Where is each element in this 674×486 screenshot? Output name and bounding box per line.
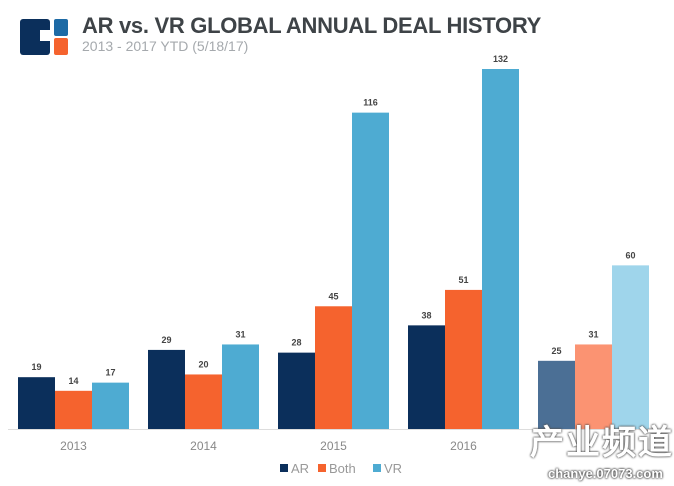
data-label: 25 <box>551 346 561 356</box>
bar-ar-2013 <box>18 377 55 429</box>
bar-both-2014 <box>185 374 222 429</box>
watermark-url: chanye.07073.com <box>548 466 663 481</box>
x-tick-label: 2013 <box>60 439 87 453</box>
chart-subtitle: 2013 - 2017 YTD (5/18/17) <box>82 38 249 54</box>
data-label: 31 <box>588 329 598 339</box>
x-tick-label: 2014 <box>190 439 217 453</box>
bar-both-2015 <box>315 306 352 429</box>
legend-swatch-vr <box>373 464 381 472</box>
watermark: 产业频道 <box>530 424 674 462</box>
data-label: 38 <box>421 310 431 320</box>
data-label: 116 <box>363 98 378 108</box>
legend-label-vr: VR <box>384 461 402 476</box>
data-label: 51 <box>458 275 468 285</box>
bar-vr-2013 <box>92 382 129 429</box>
bar-both-2016 <box>445 289 482 429</box>
bar-ar-last <box>538 360 575 429</box>
data-label: 14 <box>68 376 78 386</box>
chart-title: AR vs. VR GLOBAL ANNUAL DEAL HISTORY <box>82 13 541 38</box>
legend-swatch-ar <box>280 464 288 472</box>
legend-swatch-both <box>318 464 326 472</box>
bar-vr-last <box>612 265 649 429</box>
bar-vr-2014 <box>222 344 259 429</box>
legend-label-ar: AR <box>291 461 309 476</box>
data-label: 31 <box>235 329 245 339</box>
data-label: 28 <box>291 338 301 348</box>
x-tick-label: 2016 <box>450 439 477 453</box>
bar-ar-2015 <box>278 352 315 429</box>
legend-label-both: Both <box>329 461 356 476</box>
data-label: 45 <box>328 291 338 301</box>
x-tick-label: 2015 <box>320 439 347 453</box>
data-label: 132 <box>493 54 508 64</box>
bar-both-2013 <box>55 390 92 429</box>
data-label: 29 <box>161 335 171 345</box>
bar-vr-2015 <box>352 112 389 430</box>
bar-vr-2016 <box>482 69 519 429</box>
data-label: 19 <box>31 362 41 372</box>
bar-ar-2014 <box>148 349 185 429</box>
data-label: 60 <box>625 250 635 260</box>
data-label: 17 <box>105 368 115 378</box>
bar-ar-2016 <box>408 325 445 429</box>
data-label: 20 <box>198 359 208 369</box>
bar-both-last <box>575 344 612 429</box>
